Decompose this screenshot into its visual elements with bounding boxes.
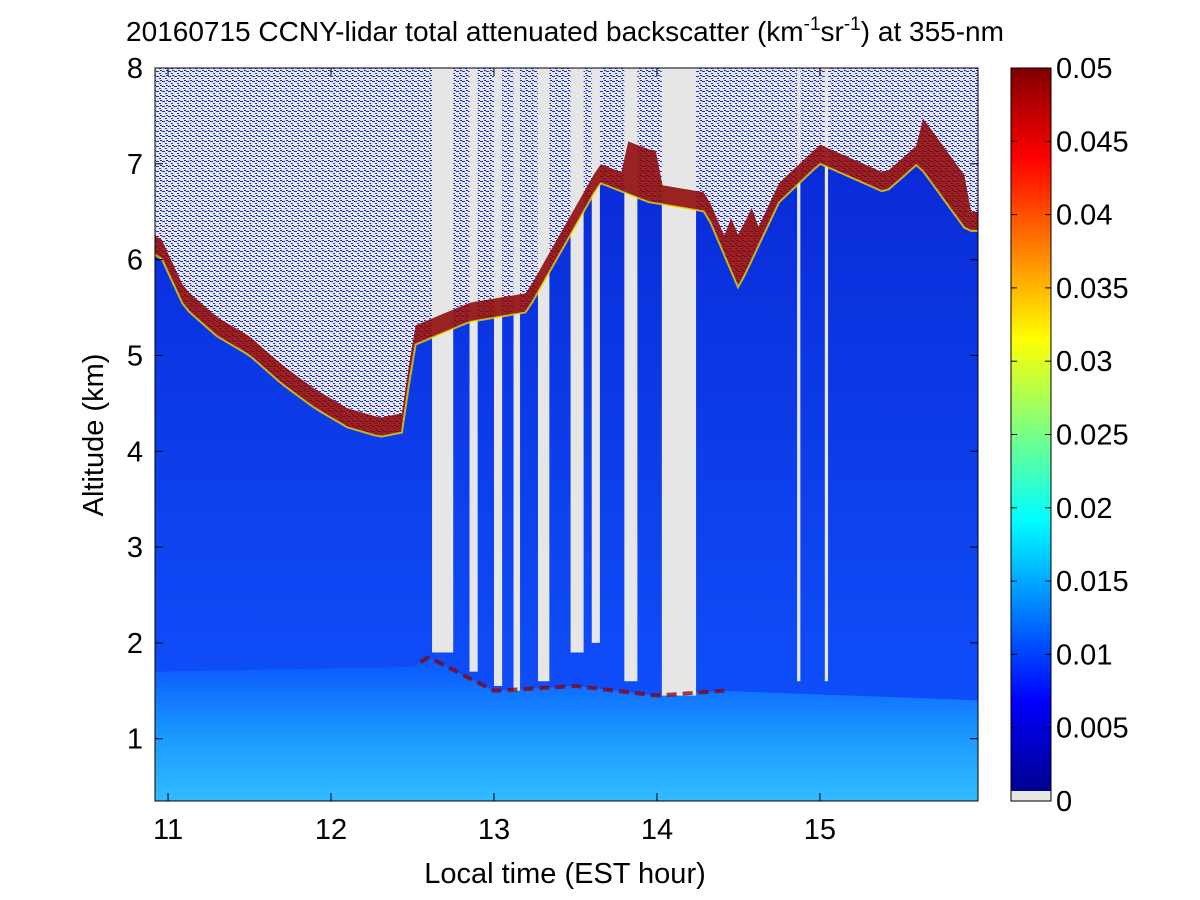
clear-gap-column [591,68,600,643]
colorbar-tick-label: 0.03 [1056,346,1112,378]
x-tick-label: 12 [315,814,347,846]
clear-gap-column [513,68,521,691]
clear-gap-column [661,68,697,696]
y-tick-label: 4 [127,436,143,468]
colorbar: 0 0.005 0.01 0.015 0.02 0.025 0.03 0.035 0.04 0.0… [1010,53,1129,818]
x-tick-label: 13 [478,814,510,846]
clear-gap-column [469,68,478,672]
colorbar-tick-label: 0.01 [1056,639,1112,671]
colorbar-tick-label: 0.045 [1056,126,1129,158]
cloud-layer [155,118,978,437]
clear-gap-column [824,68,829,682]
colorbar-nodata-swatch [1011,791,1051,801]
clear-gap-column [537,68,550,682]
colorbar-tick-label: 0.02 [1056,493,1112,525]
boundary-layer-region [155,657,978,801]
clear-gap-column [797,68,801,682]
y-tick-label: 8 [127,53,143,85]
y-tick-label: 3 [127,532,143,564]
colorbar-tick-label: 0.015 [1056,566,1129,598]
colorbar-tick-label: 0.04 [1056,200,1112,232]
boundary-layer-cloud-top [419,655,731,698]
y-axis-label: Altitude (km) [78,354,110,517]
x-tick-label: 14 [641,814,673,846]
x-tick-label: 15 [804,814,836,846]
x-axis-label: Local time (EST hour) [424,858,706,890]
cloud-base-edge [155,162,978,438]
heatmap-area [155,68,978,801]
signal-region [155,164,978,801]
colorbar-tick-label: 0.005 [1056,713,1129,745]
x-tick-label: 11 [153,814,183,846]
plot-frame [154,67,979,802]
colorbar-tick-label: 0.025 [1056,420,1129,452]
clear-gap-column [570,68,584,653]
y-tick-label: 5 [127,340,143,372]
colorbar-tick-label: 0.035 [1056,273,1129,305]
chart-title: 20160715 CCNY-lidar total attenuated bac… [126,14,1004,47]
y-tick-label: 1 [127,724,143,756]
y-tick-label: 2 [127,628,143,660]
colorbar-gradient [1011,68,1051,791]
y-tick-label: 6 [127,245,143,277]
clear-gap-column [493,68,503,687]
colorbar-tick-label: 0.05 [1056,53,1112,85]
clear-gap-column [624,68,638,682]
clear-gap-column [432,68,454,653]
y-tick-label: 7 [127,149,143,181]
colorbar-tick-label: 0 [1056,786,1072,818]
